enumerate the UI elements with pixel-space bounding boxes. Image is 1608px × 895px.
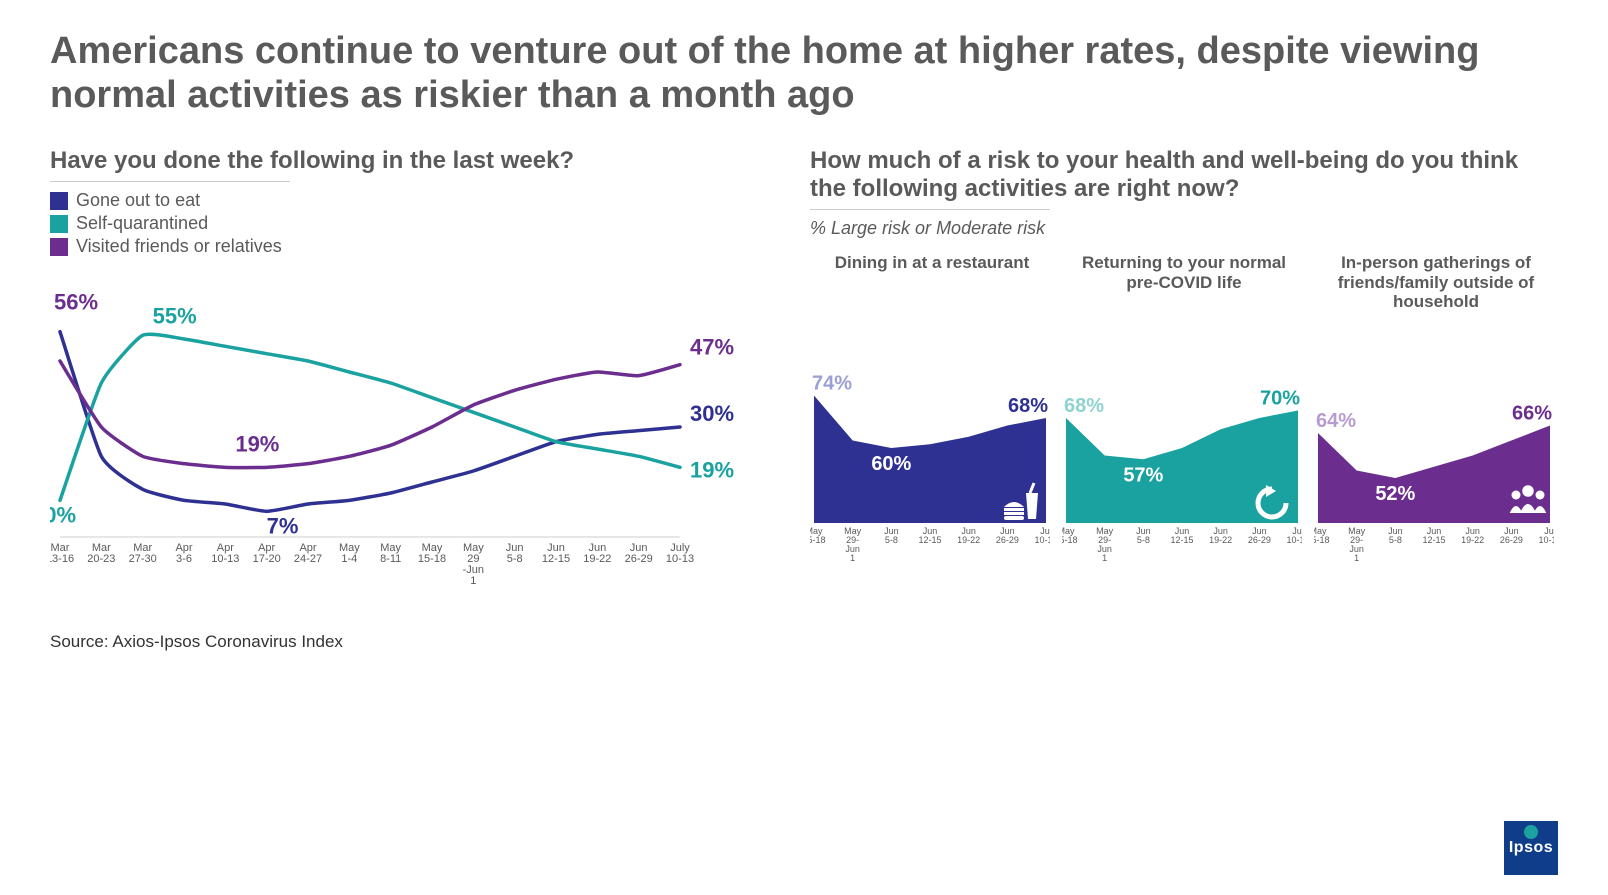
x-axis-label: Jul10-13	[1538, 526, 1554, 545]
x-axis-label: Apr17-20	[253, 542, 281, 565]
logo-dot-icon	[1524, 825, 1538, 839]
x-axis-label: Jul10-13	[1286, 526, 1302, 545]
x-axis-label: May15-18	[810, 526, 826, 545]
area-mid-label: 60%	[871, 453, 911, 475]
line-series	[60, 332, 680, 512]
left-panel: Have you done the following in the last …	[50, 147, 770, 652]
x-axis-label: Apr10-13	[211, 542, 239, 565]
area-start-label: 68%	[1064, 395, 1104, 417]
x-axis-label: May29-Jun1	[844, 526, 862, 563]
x-axis-label: Jun19-22	[583, 542, 611, 565]
area-chart: 68% 57% 70% May15-18 May29-Jun1 Jun5-8 Jun12-1…	[1062, 343, 1302, 568]
source-text: Source: Axios-Ipsos Coronavirus Index	[50, 632, 770, 652]
x-axis-label: Mar27-30	[129, 542, 157, 565]
area-mid-label: 52%	[1375, 483, 1415, 505]
page-title: Americans continue to venture out of the…	[50, 30, 1558, 117]
legend-item: Self-quarantined	[50, 213, 770, 234]
legend-item: Visited friends or relatives	[50, 236, 770, 257]
x-axis-label: May15-18	[1062, 526, 1078, 545]
area-end-label: 66%	[1512, 403, 1552, 425]
charts-row: Have you done the following in the last …	[50, 147, 1558, 652]
legend-swatch	[50, 215, 68, 233]
area-block: Returning to your normal pre-COVID life6…	[1062, 253, 1306, 573]
x-axis-label: May29-Jun1	[1096, 526, 1114, 563]
area-subtitle: % Large risk or Moderate risk	[810, 218, 1558, 239]
logo-text: Ipsos	[1509, 839, 1553, 857]
line-chart: Mar13-16 Mar20-23 Mar27-30 Apr3-6 Apr10-13 Ap…	[50, 267, 750, 587]
line-chart-title: Have you done the following in the last …	[50, 147, 770, 175]
x-axis-label: Jun12-15	[918, 526, 941, 545]
divider	[810, 209, 1050, 210]
area-header: Returning to your normal pre-COVID life	[1062, 253, 1306, 343]
x-axis-label: Jun26-29	[625, 542, 653, 565]
data-callout: 19%	[235, 432, 279, 457]
area-end-label: 70%	[1260, 388, 1300, 410]
x-axis-label: Jun26-29	[1500, 526, 1523, 545]
x-axis-label: July10-13	[666, 542, 694, 565]
x-axis-label: Mar13-16	[50, 542, 74, 565]
x-axis-label: Jun5-8	[884, 526, 899, 545]
area-end-label: 68%	[1008, 395, 1048, 417]
area-mid-label: 57%	[1123, 465, 1163, 487]
legend-label: Gone out to eat	[76, 190, 200, 211]
x-axis-label: Mar20-23	[87, 542, 115, 565]
x-axis-label: Apr24-27	[294, 542, 322, 565]
area-header: Dining in at a restaurant	[810, 253, 1054, 343]
x-axis-label: May8-11	[380, 542, 401, 565]
legend-item: Gone out to eat	[50, 190, 770, 211]
x-axis-label: Jun26-29	[996, 526, 1019, 545]
legend-swatch	[50, 192, 68, 210]
data-callout: 55%	[153, 304, 197, 329]
x-axis-label: Jul10-13	[1034, 526, 1050, 545]
area-fill	[1066, 411, 1298, 524]
x-axis-label: May1-4	[339, 542, 360, 565]
data-callout: 47%	[690, 335, 734, 360]
area-start-label: 74%	[812, 373, 852, 395]
x-axis-label: May29-Jun1	[463, 542, 485, 587]
area-block: Dining in at a restaurant 74% 60% 68% May15-…	[810, 253, 1054, 573]
x-axis-label: Jun19-22	[1461, 526, 1484, 545]
x-axis-label: Jun12-15	[542, 542, 570, 565]
x-axis-label: Jun19-22	[957, 526, 980, 545]
legend-label: Self-quarantined	[76, 213, 208, 234]
divider	[50, 181, 290, 182]
data-callout: 56%	[54, 290, 98, 315]
area-chart-title: How much of a risk to your health and we…	[810, 147, 1558, 203]
x-axis-label: Jun19-22	[1209, 526, 1232, 545]
x-axis-label: Jun12-15	[1170, 526, 1193, 545]
area-chart: 64% 52% 66% May15-18 May29-Jun1 Jun5-8 Jun12-1…	[1314, 343, 1554, 568]
area-row: Dining in at a restaurant 74% 60% 68% May15-…	[810, 253, 1558, 573]
x-axis-label: Jun5-8	[1136, 526, 1151, 545]
x-axis-label: Jun5-8	[506, 542, 524, 565]
legend: Gone out to eatSelf-quarantinedVisited f…	[50, 190, 770, 257]
line-series	[60, 335, 680, 501]
area-block: In-person gatherings of friends/family o…	[1314, 253, 1558, 573]
x-axis-label: May29-Jun1	[1348, 526, 1366, 563]
area-header: In-person gatherings of friends/family o…	[1314, 253, 1558, 343]
legend-label: Visited friends or relatives	[76, 236, 282, 257]
data-callout: 30%	[690, 401, 734, 426]
legend-swatch	[50, 238, 68, 256]
x-axis-label: Apr3-6	[175, 542, 192, 565]
x-axis-label: Jun12-15	[1422, 526, 1445, 545]
x-axis-label: Jun5-8	[1388, 526, 1403, 545]
area-start-label: 64%	[1316, 410, 1356, 432]
data-callout: 19%	[690, 458, 734, 483]
area-chart: 74% 60% 68% May15-18 May29-Jun1 Jun5-8 Jun12-1…	[810, 343, 1050, 568]
ipsos-logo: Ipsos	[1504, 821, 1558, 875]
data-callout: 10%	[50, 503, 76, 528]
x-axis-label: Jun26-29	[1248, 526, 1271, 545]
right-panel: How much of a risk to your health and we…	[810, 147, 1558, 652]
x-axis-label: May15-18	[1314, 526, 1330, 545]
x-axis-label: May15-18	[418, 542, 446, 565]
data-callout: 7%	[267, 514, 299, 539]
